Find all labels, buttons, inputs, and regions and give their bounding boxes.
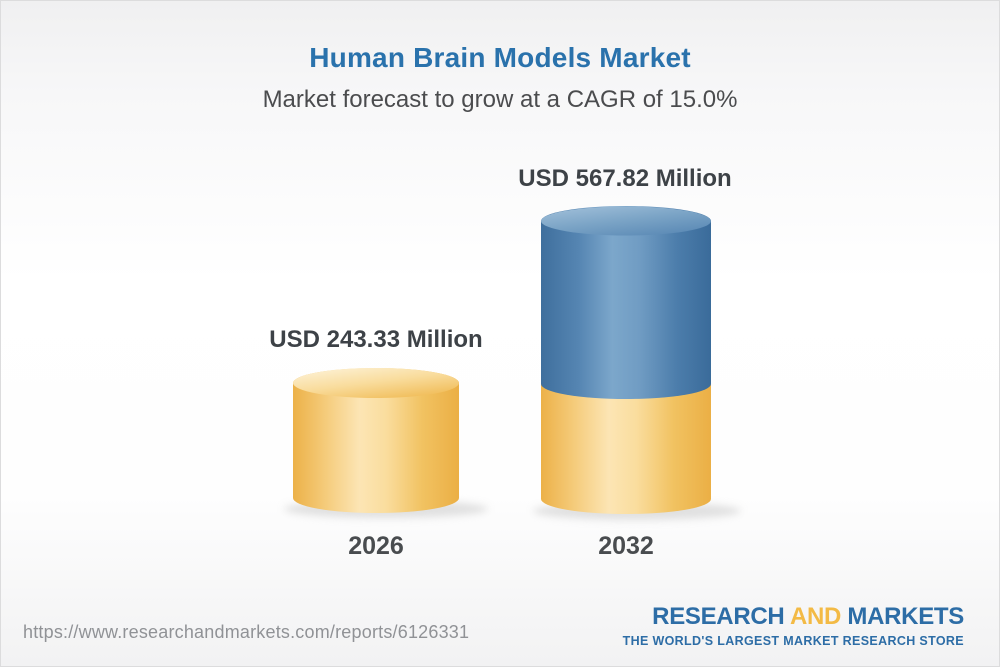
bar-2032-growth-segment [541,206,711,399]
bar-2026-cylinder [293,368,459,513]
brand-logo: RESEARCH AND MARKETS THE WORLD'S LARGEST… [622,603,965,648]
logo-word-and: AND [789,603,842,630]
bar-2026-body [293,368,459,513]
brand-logo-wordmark: RESEARCH AND MARKETS [623,603,964,631]
year-label-2026: 2026 [348,532,404,560]
bar-2032-cylinder [541,206,711,514]
brand-logo-tagline: THE WORLD'S LARGEST MARKET RESEARCH STOR… [622,634,964,648]
bar-2032-top-face [541,206,711,236]
bar-2032-base-segment [541,369,711,514]
logo-word-markets: MARKETS [847,603,964,630]
bar-2026-top-face [293,368,459,398]
year-label-2032: 2032 [598,532,654,560]
value-label-2026: USD 243.33 Million [269,326,483,353]
page-title: Human Brain Models Market [309,42,691,73]
value-label-2032: USD 567.82 Million [518,165,732,192]
logo-word-research: RESEARCH [652,603,785,630]
report-url: https://www.researchandmarkets.com/repor… [23,622,470,642]
page-subtitle: Market forecast to grow at a CAGR of 15.… [262,86,738,113]
